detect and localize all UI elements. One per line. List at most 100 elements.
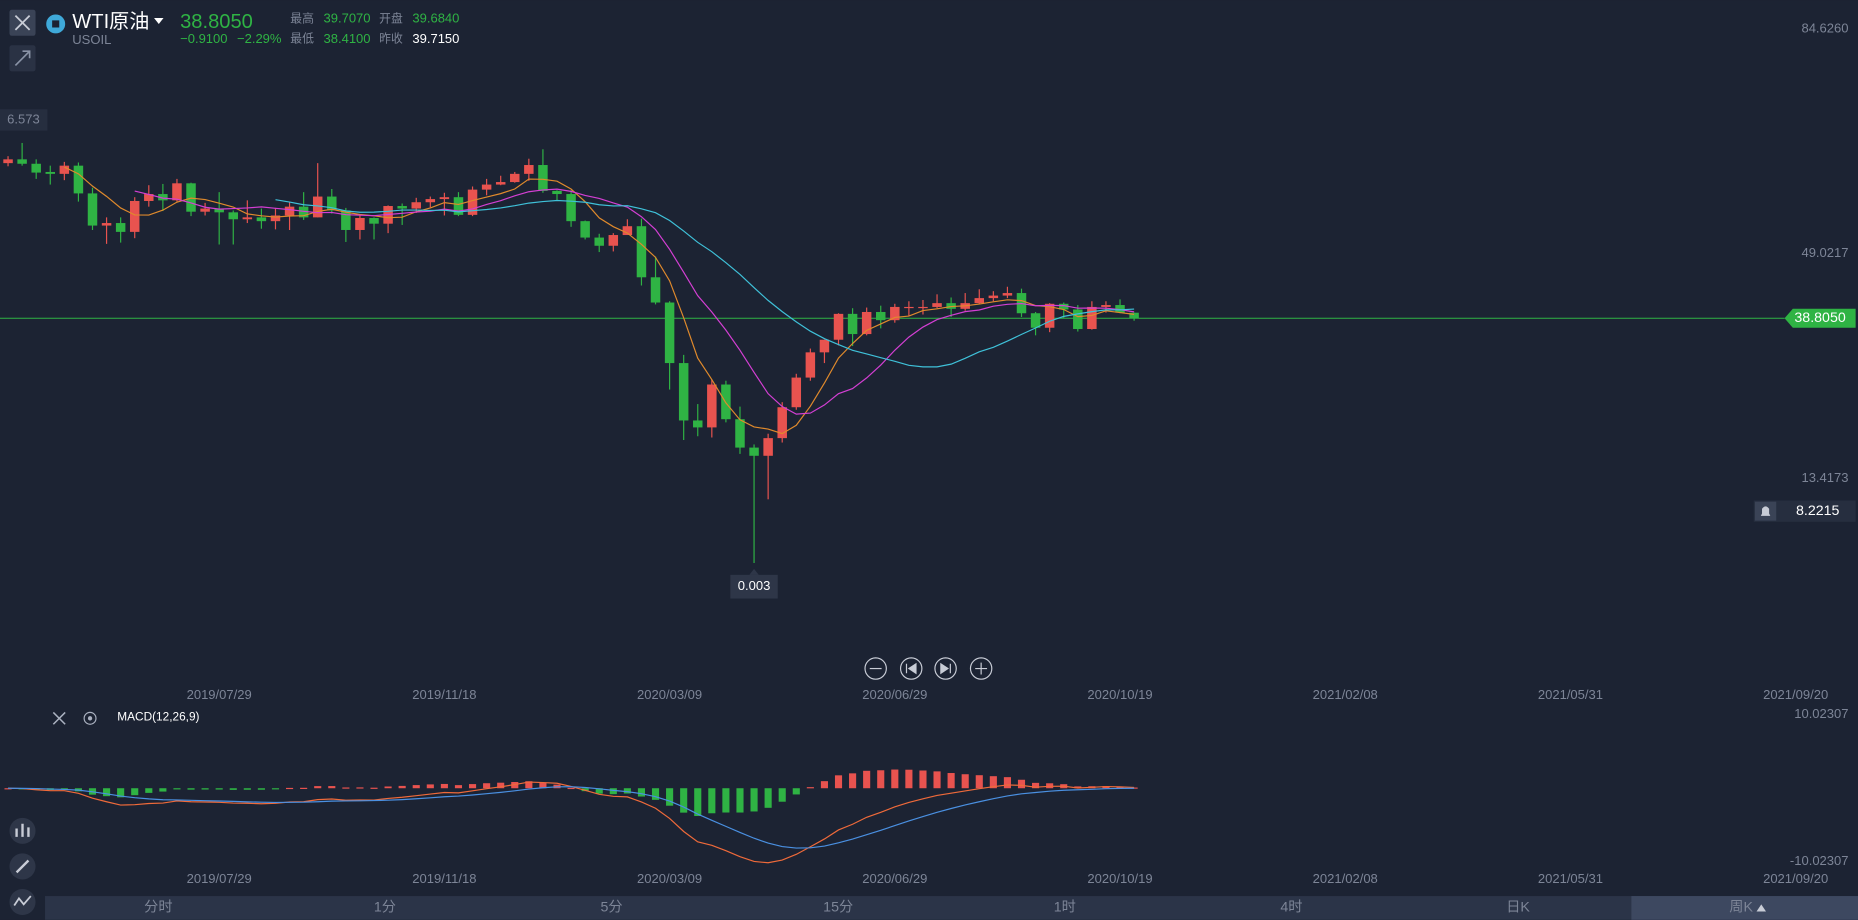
macd-bar — [1003, 777, 1011, 789]
candle-body — [1044, 303, 1055, 328]
macd-bar — [426, 784, 434, 789]
candle-body — [172, 183, 182, 201]
macd-bar — [1032, 782, 1040, 789]
alert-price: 8.2215 — [1796, 503, 1840, 519]
macd-bar — [581, 788, 589, 792]
tab[interactable]: 1时 — [1054, 899, 1076, 916]
macd-tick-label: -10.02307 — [1790, 853, 1849, 868]
candle-body — [1058, 303, 1069, 310]
x-tick-label: 2020/03/09 — [637, 687, 702, 702]
macd-bar — [609, 788, 617, 795]
candle-body — [312, 196, 323, 218]
candle-body — [1087, 306, 1097, 330]
macd-bar — [159, 788, 167, 792]
macd-bar — [215, 788, 223, 790]
moving-average-line — [64, 166, 1135, 435]
macd-bar — [975, 775, 983, 789]
symbol-name[interactable]: WTI原油 — [72, 10, 149, 33]
macd-bar — [820, 781, 828, 789]
tab[interactable]: 1分 — [374, 899, 396, 916]
stat-label: 昨收 — [379, 31, 403, 45]
candle-body — [327, 196, 337, 211]
tab[interactable]: 日K — [1506, 900, 1530, 916]
tab[interactable]: 分时 — [144, 899, 172, 916]
macd-bar — [342, 787, 350, 789]
candle-body — [355, 218, 365, 230]
macd-bar — [201, 788, 209, 790]
macd-bar — [694, 788, 702, 817]
candle-body — [918, 306, 928, 309]
macd-bar — [947, 773, 955, 789]
x-tick-label: 2019/07/29 — [187, 871, 252, 886]
macd-bar — [863, 770, 871, 789]
tab[interactable]: 周K — [1729, 900, 1753, 916]
macd-visibility[interactable] — [83, 711, 97, 725]
candle-body — [397, 206, 407, 209]
macd-bar — [103, 788, 111, 797]
expand-button[interactable] — [9, 45, 36, 72]
candle-body — [284, 206, 295, 216]
line-tool[interactable] — [9, 888, 36, 916]
macd-bar — [989, 776, 997, 789]
candle-body — [1115, 305, 1125, 313]
stat-label: 开盘 — [379, 11, 403, 25]
candle-body — [59, 165, 70, 174]
symbol-dropdown[interactable] — [154, 18, 164, 24]
candle-body — [988, 295, 999, 299]
candle-body — [256, 217, 267, 222]
macd-bar — [666, 788, 674, 806]
macd-tick-label: 10.02307 — [1794, 706, 1848, 721]
macd-bar — [384, 786, 392, 789]
candle-body — [833, 313, 844, 340]
stat-label: 最低 — [290, 31, 314, 45]
go-end-button[interactable] — [934, 657, 957, 680]
x-tick-label: 2021/09/20 — [1763, 687, 1828, 702]
candle-body — [369, 218, 379, 224]
x-tick-label: 2020/03/09 — [637, 871, 702, 886]
candle-body — [650, 277, 661, 303]
close-button[interactable] — [9, 9, 36, 36]
candle-body — [805, 352, 816, 378]
zoom-in-button[interactable] — [969, 657, 993, 680]
macd-bar — [764, 788, 772, 808]
candle-body — [129, 200, 140, 232]
zoom-out-button[interactable] — [864, 657, 887, 680]
candle-body — [678, 363, 689, 421]
go-start-button[interactable] — [899, 657, 923, 680]
tab[interactable]: 15分 — [823, 899, 853, 916]
macd-bar — [708, 788, 716, 814]
low-label-box — [730, 574, 778, 599]
candle-body — [1101, 305, 1111, 307]
candle-body — [186, 183, 196, 212]
macd-bar — [1074, 786, 1082, 789]
macd-bar — [117, 788, 125, 798]
candle-body — [904, 306, 914, 309]
candle-body — [735, 419, 745, 448]
candle-body — [608, 235, 619, 246]
tab[interactable]: 4时 — [1280, 899, 1302, 916]
macd-close[interactable] — [52, 711, 66, 725]
stat-value: 39.6840 — [412, 11, 459, 26]
candle-body — [861, 311, 872, 335]
x-tick-label: 2021/02/08 — [1313, 687, 1378, 702]
candle-body — [664, 302, 675, 364]
candle-body — [777, 407, 787, 439]
macd-bar — [792, 788, 800, 795]
cursor-label: 6.573 — [7, 111, 40, 126]
symbol-logo-mark — [52, 20, 60, 28]
macd-bar — [834, 775, 843, 789]
indicator-tool[interactable] — [9, 817, 36, 844]
candle-body — [115, 223, 126, 232]
macd-dea-line — [8, 786, 1135, 849]
candle-body — [763, 438, 773, 456]
macd-bar — [722, 788, 730, 813]
candle-body — [890, 306, 900, 321]
draw-tool[interactable] — [9, 853, 36, 880]
candle-body — [87, 193, 98, 226]
symbol-code: USOIL — [72, 32, 111, 47]
candle-body — [819, 339, 830, 353]
tab[interactable]: 5分 — [601, 899, 623, 916]
price-change-pct: −2.29% — [237, 31, 282, 46]
candle-body — [524, 165, 534, 174]
